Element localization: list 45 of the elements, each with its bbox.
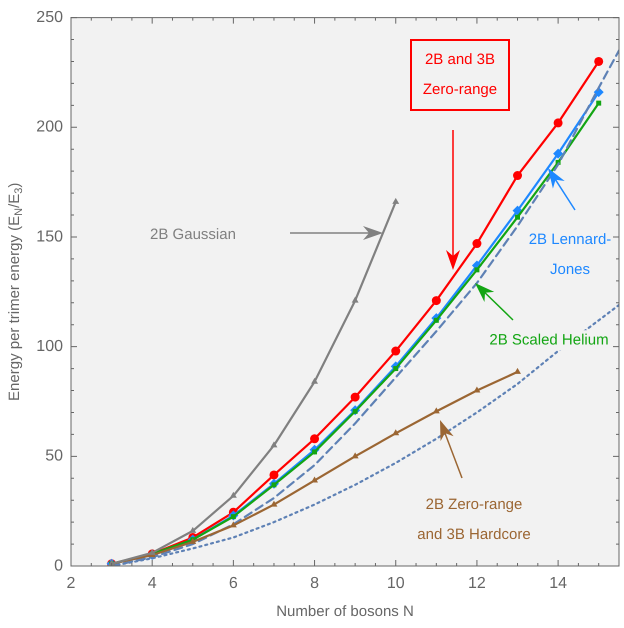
point [270, 441, 278, 448]
y-tick-label: 200 [36, 118, 64, 136]
point [311, 378, 318, 384]
point [594, 56, 604, 66]
point [148, 548, 156, 555]
text: 2B Scaled Helium [489, 330, 609, 350]
text: 2B Gaussian [149, 225, 237, 245]
x-tick-label: 8 [310, 575, 320, 592]
point [350, 392, 360, 402]
point [352, 452, 359, 458]
point [392, 198, 400, 204]
x-tick-label: 2 [66, 575, 76, 592]
y-tick-label: 0 [54, 557, 64, 574]
point [554, 118, 563, 128]
point [311, 476, 318, 482]
point [310, 434, 320, 444]
point [596, 100, 602, 106]
point [230, 492, 237, 498]
point [474, 267, 480, 272]
x-axis-title: Number of bosons N [276, 603, 414, 620]
point [515, 214, 520, 220]
series-label: 2B Lennard-Jones [528, 230, 612, 280]
y-tick-label: 100 [36, 338, 64, 356]
point [352, 296, 359, 303]
y-tick-label: 150 [36, 228, 64, 246]
y-axis-title: Energy per trimer energy (EN/E3) [6, 182, 26, 401]
x-tick-label: 10 [386, 575, 405, 592]
point [391, 346, 400, 356]
point [513, 171, 522, 180]
x-tick-label: 12 [468, 575, 486, 592]
x-tick-label: 14 [549, 575, 568, 592]
point [553, 148, 564, 159]
x-tick-label: 6 [228, 575, 238, 592]
point [432, 296, 441, 306]
text: 2B and 3B Zero-range [410, 39, 510, 111]
x-tick-label: 4 [148, 575, 157, 592]
point [514, 368, 521, 374]
point [269, 470, 278, 480]
point [472, 239, 482, 248]
point [392, 429, 400, 436]
y-tick-label: 50 [45, 448, 64, 465]
point [432, 407, 440, 414]
point [270, 500, 278, 507]
y-tick-label: 250 [36, 9, 64, 26]
text: 2B Zero-range and 3B Hardcore [416, 495, 532, 545]
